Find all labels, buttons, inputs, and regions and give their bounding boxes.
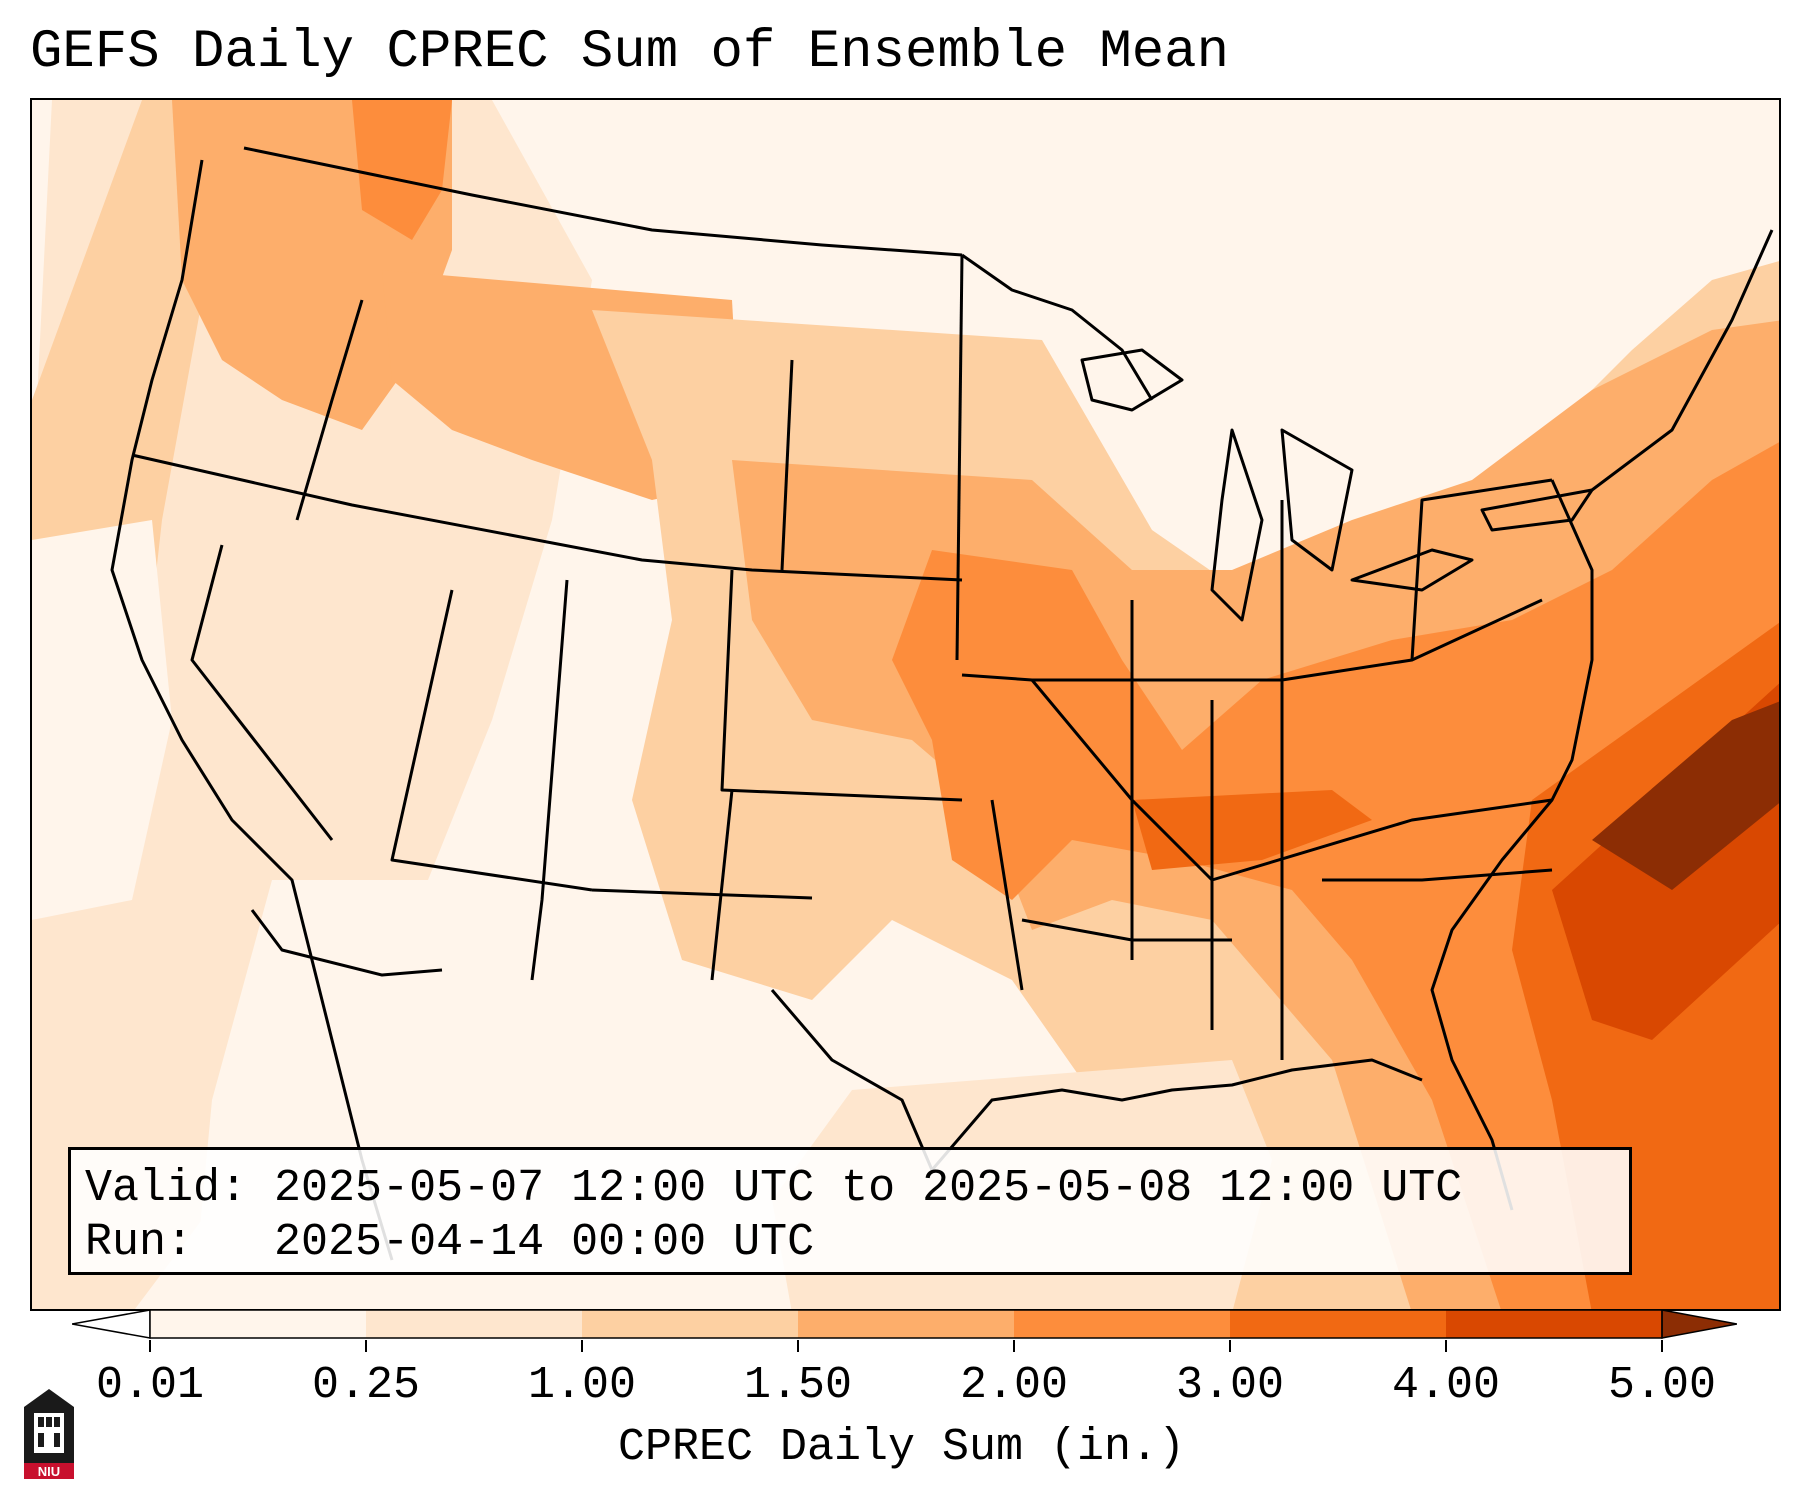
tick-label: 5.00	[1607, 1360, 1717, 1411]
tick-label: 1.50	[743, 1360, 853, 1411]
tick-label: 0.01	[95, 1360, 205, 1411]
colorbar	[72, 1309, 1737, 1339]
tick-label: 2.00	[959, 1360, 1069, 1411]
tick-label: 3.00	[1175, 1360, 1285, 1411]
colorbar-segment-2	[582, 1310, 798, 1338]
tick-label: 1.00	[527, 1360, 637, 1411]
colorbar-label: CPREC Daily Sum (in.)	[617, 1422, 1186, 1473]
tick-mark	[1445, 1340, 1447, 1352]
valid-run-info-box: Valid: 2025-05-07 12:00 UTC to 2025-05-0…	[68, 1147, 1632, 1275]
colorbar-extend-low	[72, 1309, 151, 1339]
colorbar-segment-6	[1446, 1310, 1662, 1338]
tick-mark	[1229, 1340, 1231, 1352]
tick-label: 4.00	[1391, 1360, 1501, 1411]
run-value: 2025-04-14 00:00 UTC	[274, 1217, 815, 1268]
tick-mark	[581, 1340, 583, 1352]
colorbar-segment-1	[366, 1310, 582, 1338]
valid-label: Valid:	[85, 1163, 248, 1214]
valid-value: 2025-05-07 12:00 UTC to 2025-05-08 12:00…	[274, 1163, 1463, 1214]
colorbar-segment-0	[150, 1310, 366, 1338]
tick-mark	[149, 1340, 151, 1352]
tick-mark	[1013, 1340, 1015, 1352]
colorbar-extend-high	[1661, 1309, 1737, 1339]
colorbar-segment-5	[1230, 1310, 1446, 1338]
run-label: Run:	[85, 1217, 194, 1268]
tick-mark	[797, 1340, 799, 1352]
tick-mark	[365, 1340, 367, 1352]
tick-label: 0.25	[311, 1360, 421, 1411]
colorbar-segment-3	[798, 1310, 1014, 1338]
tick-mark	[1661, 1340, 1663, 1352]
logo-text: NIU	[38, 1464, 60, 1479]
map-title: GEFS Daily CPREC Sum of Ensemble Mean	[30, 22, 1229, 83]
precip-map	[30, 98, 1781, 1311]
colorbar-segment-4	[1014, 1310, 1230, 1338]
boundaries	[110, 146, 1774, 1261]
niu-logo: NIU	[24, 1389, 74, 1479]
